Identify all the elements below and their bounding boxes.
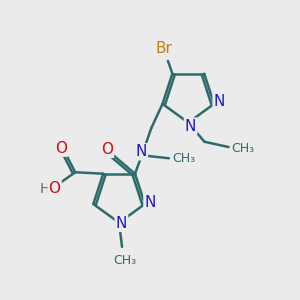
Text: O: O	[49, 181, 61, 196]
Text: CH₃: CH₃	[172, 152, 195, 165]
Text: CH₃: CH₃	[231, 142, 254, 155]
Text: N: N	[145, 195, 156, 210]
Text: H: H	[40, 182, 50, 196]
Text: N: N	[136, 144, 147, 159]
Text: N: N	[116, 216, 127, 231]
Text: O: O	[55, 141, 67, 156]
Text: CH₃: CH₃	[113, 254, 136, 267]
Text: N: N	[185, 118, 196, 134]
Text: Br: Br	[155, 41, 172, 56]
Text: N: N	[214, 94, 225, 109]
Text: O: O	[101, 142, 113, 157]
